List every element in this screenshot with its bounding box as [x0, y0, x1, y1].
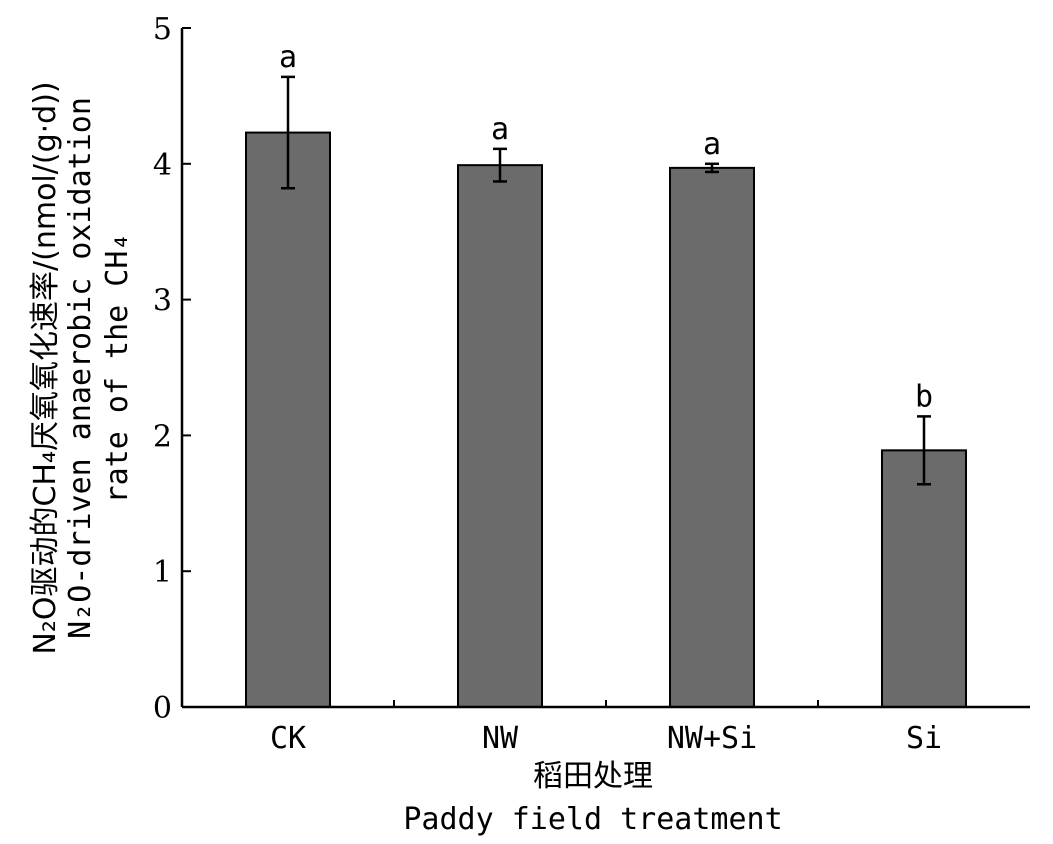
y-tick-label: 2: [153, 419, 172, 454]
axis-titles: N₂O驱动的CH₄厌氧氧化速率/(nmol/(g·d)) N₂O-driven …: [28, 81, 783, 837]
significance-label: b: [915, 379, 933, 414]
x-tick-label: NW: [482, 721, 519, 756]
y-axis-title-en-line1: N₂O-driven anaerobic oxidation: [63, 97, 98, 639]
plot-area: a a a b: [245, 40, 967, 709]
y-axis-title-en-line2: rate of the CH₄: [100, 233, 135, 504]
y-ticks: 0 1 2 3 4 5: [153, 12, 191, 726]
x-ticks: CK NW NW+Si Si: [270, 700, 942, 756]
y-tick-label: 1: [153, 555, 172, 590]
x-axis-title-cn: 稻田处理: [533, 759, 653, 794]
x-axis-title-en: Paddy field treatment: [403, 802, 782, 837]
y-tick-label: 4: [153, 148, 172, 183]
bar: [669, 166, 755, 708]
x-tick-label: CK: [270, 721, 306, 756]
y-tick-label: 3: [153, 284, 172, 319]
significance-label: a: [279, 40, 297, 75]
y-tick-label: 5: [153, 12, 172, 47]
bar: [881, 449, 967, 708]
x-tick-label: NW+Si: [667, 721, 757, 756]
y-tick-label: 0: [153, 691, 172, 726]
bar: [457, 164, 543, 708]
significance-label: a: [703, 127, 721, 162]
significance-label: a: [491, 112, 509, 147]
y-axis-title-cn: N₂O驱动的CH₄厌氧氧化速率/(nmol/(g·d)): [28, 81, 63, 654]
x-tick-label: Si: [906, 721, 942, 756]
bar: [245, 131, 331, 709]
